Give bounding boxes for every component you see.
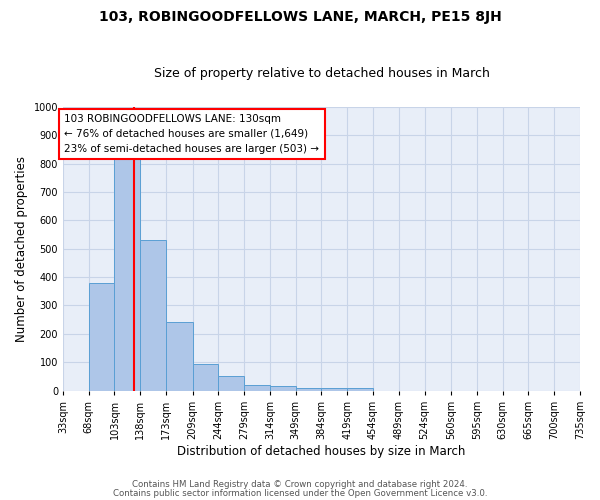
Bar (244, 385, 270, 390)
X-axis label: Distribution of detached houses by size in March: Distribution of detached houses by size … (177, 444, 466, 458)
Bar (347, 388, 373, 390)
Bar (322, 388, 347, 390)
Text: 103, ROBINGOODFELLOWS LANE, MARCH, PE15 8JH: 103, ROBINGOODFELLOWS LANE, MARCH, PE15 … (98, 10, 502, 24)
Bar (140, 240, 166, 390)
Bar (89, 283, 115, 391)
Bar (166, 322, 193, 390)
Text: 103 ROBINGOODFELLOWS LANE: 130sqm
← 76% of detached houses are smaller (1,649)
2: 103 ROBINGOODFELLOWS LANE: 130sqm ← 76% … (64, 114, 319, 154)
Text: Contains HM Land Registry data © Crown copyright and database right 2024.: Contains HM Land Registry data © Crown c… (132, 480, 468, 489)
Text: Contains public sector information licensed under the Open Government Licence v3: Contains public sector information licen… (113, 488, 487, 498)
Bar (193, 364, 218, 390)
Title: Size of property relative to detached houses in March: Size of property relative to detached ho… (154, 66, 490, 80)
Bar (218, 376, 244, 390)
Y-axis label: Number of detached properties: Number of detached properties (15, 156, 28, 342)
Bar (296, 388, 322, 390)
Bar (115, 155, 140, 390)
Bar (270, 386, 296, 390)
